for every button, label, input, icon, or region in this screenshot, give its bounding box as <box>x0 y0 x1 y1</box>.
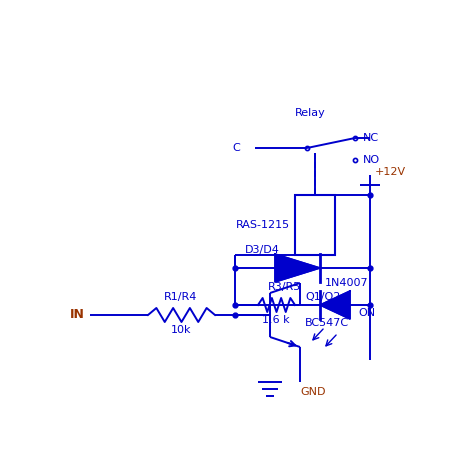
Bar <box>295 195 335 255</box>
Text: IN: IN <box>70 309 85 321</box>
Text: RAS-1215: RAS-1215 <box>236 220 290 230</box>
Polygon shape <box>275 254 320 282</box>
Text: 1.6 k: 1.6 k <box>262 315 290 325</box>
Text: 10k: 10k <box>171 325 191 335</box>
Text: Relay: Relay <box>295 108 325 118</box>
Text: GND: GND <box>300 387 326 397</box>
Text: BC547C: BC547C <box>305 318 349 328</box>
Text: Q1/Q2: Q1/Q2 <box>305 292 340 302</box>
Text: D3/D4: D3/D4 <box>245 245 280 255</box>
Text: C: C <box>232 143 240 153</box>
Polygon shape <box>320 291 350 319</box>
Text: R3/R5: R3/R5 <box>268 282 301 292</box>
Text: +12V: +12V <box>375 167 406 177</box>
Text: 1N4007: 1N4007 <box>325 278 369 288</box>
Text: NO: NO <box>363 155 380 165</box>
Text: NC: NC <box>363 133 379 143</box>
Text: R1/R4: R1/R4 <box>164 292 198 302</box>
Text: ON: ON <box>358 308 375 318</box>
